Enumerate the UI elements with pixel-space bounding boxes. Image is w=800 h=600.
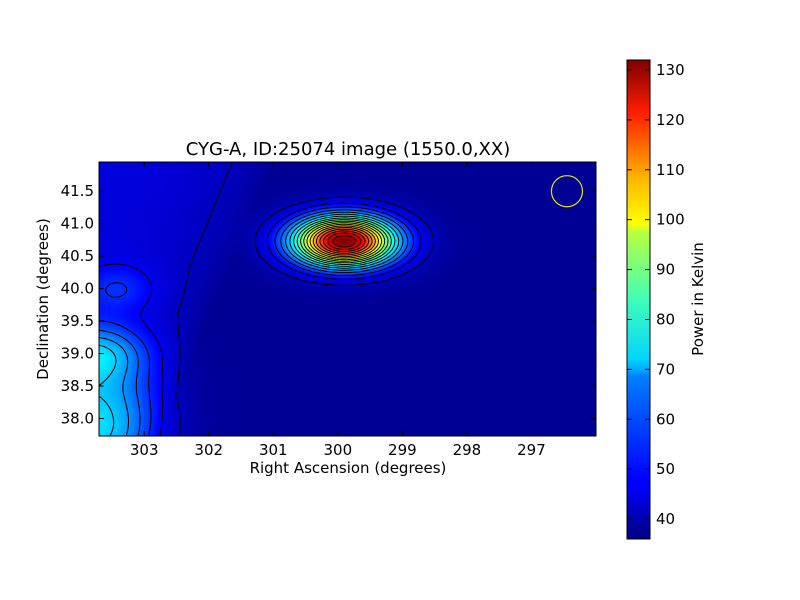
y-axis-label: Declination (degrees) xyxy=(34,218,52,380)
contour-line xyxy=(306,222,383,261)
colorbar-tick-label: 70 xyxy=(656,360,675,378)
colorbar-tick-label: 130 xyxy=(656,61,685,79)
y-tick-label: 38.5 xyxy=(61,377,94,395)
colorbar-tick-label: 100 xyxy=(656,211,685,229)
y-axis: 38.0 38.5 39.0 39.5 40.0 40.5 41.0 41.5 xyxy=(61,182,596,427)
y-tick-label: 40.0 xyxy=(61,280,94,298)
contour-line xyxy=(98,209,409,436)
y-tick-label: 39.5 xyxy=(61,312,94,330)
x-tick-label: 301 xyxy=(259,441,288,459)
x-tick-label: 300 xyxy=(323,441,352,459)
beam-circle xyxy=(550,175,584,208)
contour-line xyxy=(296,217,392,265)
y-tick-label: 41.5 xyxy=(61,182,94,200)
colorbar-tick-label: 110 xyxy=(656,161,685,179)
colorbar-tick-label: 40 xyxy=(656,510,675,528)
chart-title: CYG-A, ID:25074 image (1550.0,XX) xyxy=(186,139,510,160)
contour-line xyxy=(98,211,404,436)
y-tick-label: 38.0 xyxy=(61,409,94,427)
colorbar-tick-label: 80 xyxy=(656,310,675,328)
y-tick-label: 41.0 xyxy=(61,215,94,233)
contour-line xyxy=(327,232,362,250)
contour-line xyxy=(319,228,370,254)
x-tick-label: 299 xyxy=(388,441,417,459)
contour-lines xyxy=(98,161,434,436)
colorbar-tick-label: 60 xyxy=(656,410,675,428)
contour-line xyxy=(98,213,400,436)
contour-line xyxy=(98,206,414,436)
colorbar-tick-label: 90 xyxy=(656,261,675,279)
y-tick-label: 39.0 xyxy=(61,345,94,363)
colorbar-tick-label: 120 xyxy=(656,111,685,129)
contour-line xyxy=(312,225,376,258)
x-tick-label: 297 xyxy=(517,441,546,459)
x-tick-label: 302 xyxy=(194,441,223,459)
x-tick-label: 298 xyxy=(453,441,482,459)
contour-line xyxy=(309,223,379,259)
contour-line xyxy=(98,202,422,436)
contour-line xyxy=(176,161,434,436)
contour-line xyxy=(323,230,366,252)
colorbar-tick-label: 50 xyxy=(656,460,675,478)
contour-line xyxy=(300,219,389,264)
colorbar-label: Power in Kelvin xyxy=(689,242,707,356)
x-axis: 303 302 301 300 299 298 297 xyxy=(130,162,546,459)
colorbar-axis: 40 50 60 70 80 90 100 110 120 130 xyxy=(627,61,685,528)
contour-line xyxy=(293,215,396,267)
contour-line xyxy=(316,226,373,256)
plot-frame xyxy=(98,161,597,437)
x-tick-label: 303 xyxy=(130,441,159,459)
y-tick-label: 40.5 xyxy=(61,247,94,265)
contour-line xyxy=(332,235,357,248)
contour-line xyxy=(303,220,386,262)
x-axis-label: Right Ascension (degrees) xyxy=(250,459,447,477)
colorbar xyxy=(626,59,651,540)
